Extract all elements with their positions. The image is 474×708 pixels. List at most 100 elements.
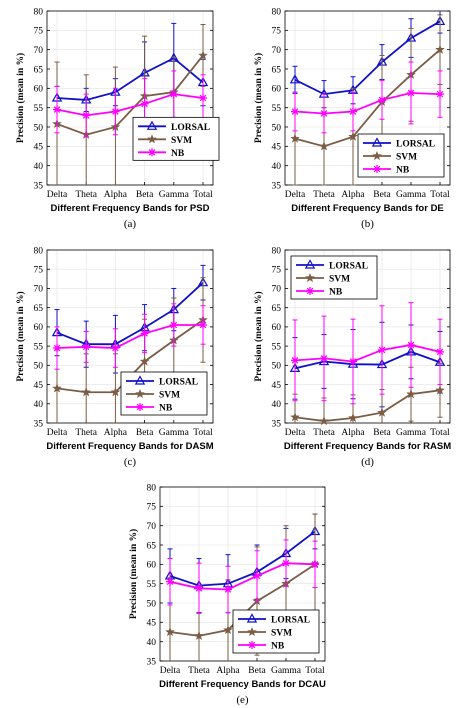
x-axis-label: Different Frequency Bands for PSD xyxy=(51,203,210,214)
legend-marker xyxy=(304,259,316,269)
data-point xyxy=(407,88,415,97)
x-tick-label: Beta xyxy=(373,428,391,438)
y-tick-label: 80 xyxy=(272,7,282,17)
y-axis-label: Precision (mean in %) xyxy=(253,53,264,143)
legend-label: NB xyxy=(171,149,185,159)
data-point xyxy=(349,107,357,116)
data-point xyxy=(289,411,301,422)
chart-panel-1: 35 40 45 50 55 60 65 70 75 80 Delta Theta Alpha Beta G… xyxy=(15,7,220,230)
y-tick-label: 80 xyxy=(147,483,157,493)
data-point xyxy=(434,385,446,395)
data-point xyxy=(166,577,174,586)
legend-item-lorsal: LORSAL xyxy=(363,137,435,150)
data-point xyxy=(140,99,149,108)
x-tick-label: Beta xyxy=(136,428,154,438)
series-lorsal xyxy=(289,321,446,408)
legend-label: SVM xyxy=(329,275,350,285)
y-tick-label: 40 xyxy=(272,400,282,410)
data-point xyxy=(405,388,417,399)
series-lorsal xyxy=(51,264,209,374)
legend-item-nb: NB xyxy=(138,148,185,159)
y-tick-label: 60 xyxy=(272,323,282,333)
data-point xyxy=(436,347,444,356)
y-tick-label: 40 xyxy=(147,638,157,648)
legend-marker xyxy=(246,626,258,637)
series-nb xyxy=(291,61,444,134)
y-tick-label: 75 xyxy=(272,266,282,276)
legend-item-svm: SVM xyxy=(363,150,417,163)
legend-label: LORSAL xyxy=(329,262,368,272)
x-tick-label: Beta xyxy=(136,190,154,200)
legend-marker xyxy=(146,134,158,144)
legend-label: LORSAL xyxy=(171,123,210,133)
x-tick-label: Total xyxy=(193,428,213,438)
y-axis-label: Precision (mean in %) xyxy=(253,291,264,381)
data-point xyxy=(434,44,446,54)
data-point xyxy=(111,107,120,116)
data-point xyxy=(289,74,301,84)
x-axis-label: Different Frequency Bands for DE xyxy=(291,203,444,214)
legend-item-lorsal: LORSAL xyxy=(296,259,368,272)
plot-frame xyxy=(284,249,451,424)
series-line xyxy=(294,389,441,422)
x-tick-label: Delta xyxy=(47,190,68,200)
data-point xyxy=(224,585,232,594)
x-tick-label: Total xyxy=(305,666,325,676)
y-tick-label: 70 xyxy=(147,522,157,532)
series-line xyxy=(56,324,203,349)
legend-item-nb: NB xyxy=(363,165,410,176)
data-point xyxy=(253,571,261,580)
data-point xyxy=(289,133,301,143)
y-tick-label: 45 xyxy=(272,143,282,153)
legend: LORSAL SVM NB xyxy=(120,371,208,416)
y-tick-label: 50 xyxy=(34,362,44,372)
x-axis-label: Different Frequency Bands for DASM xyxy=(46,441,213,452)
y-tick-label: 45 xyxy=(34,143,44,153)
series-line xyxy=(56,57,204,101)
data-point xyxy=(199,94,207,102)
x-tick-label: Alpha xyxy=(341,190,365,200)
legend-label: LORSAL xyxy=(396,140,435,150)
legend-marker xyxy=(371,150,383,161)
data-point xyxy=(291,107,299,116)
data-point xyxy=(51,383,63,393)
legend-item-nb: NB xyxy=(238,641,285,652)
y-tick-label: 35 xyxy=(34,181,44,191)
data-point xyxy=(311,560,319,569)
y-tick-label: 75 xyxy=(147,503,157,513)
y-tick-label: 60 xyxy=(147,561,157,571)
data-point xyxy=(111,344,120,353)
series-line xyxy=(56,93,204,117)
x-tick-label: Gamma xyxy=(159,428,190,438)
panel-label: (c) xyxy=(124,456,137,468)
series-svm xyxy=(51,24,209,185)
x-tick-label: Theta xyxy=(75,428,97,438)
legend-label: SVM xyxy=(159,391,180,401)
legend-label: SVM xyxy=(396,153,417,163)
data-point xyxy=(349,357,357,366)
y-tick-label: 35 xyxy=(147,657,157,667)
legend-label: NB xyxy=(271,642,285,652)
y-tick-label: 50 xyxy=(34,123,44,133)
y-tick-label: 70 xyxy=(34,285,44,295)
y-tick-label: 70 xyxy=(34,46,44,56)
x-tick-label: Total xyxy=(193,190,213,200)
series-svm xyxy=(289,362,446,426)
y-tick-label: 35 xyxy=(272,419,282,429)
x-tick-label: Theta xyxy=(188,666,210,676)
data-point xyxy=(320,354,328,363)
y-tick-label: 80 xyxy=(34,7,44,17)
legend-marker xyxy=(246,613,258,623)
data-point xyxy=(193,630,205,641)
data-point xyxy=(407,340,415,349)
x-tick-label: Delta xyxy=(285,190,306,200)
data-point xyxy=(53,344,61,353)
x-tick-label: Gamma xyxy=(396,428,427,438)
data-point xyxy=(347,412,359,423)
data-point xyxy=(347,131,359,141)
y-tick-label: 70 xyxy=(272,285,282,295)
data-point xyxy=(318,141,330,151)
legend-marker xyxy=(306,287,314,295)
legend-label: NB xyxy=(329,288,343,298)
series-line xyxy=(294,48,441,148)
